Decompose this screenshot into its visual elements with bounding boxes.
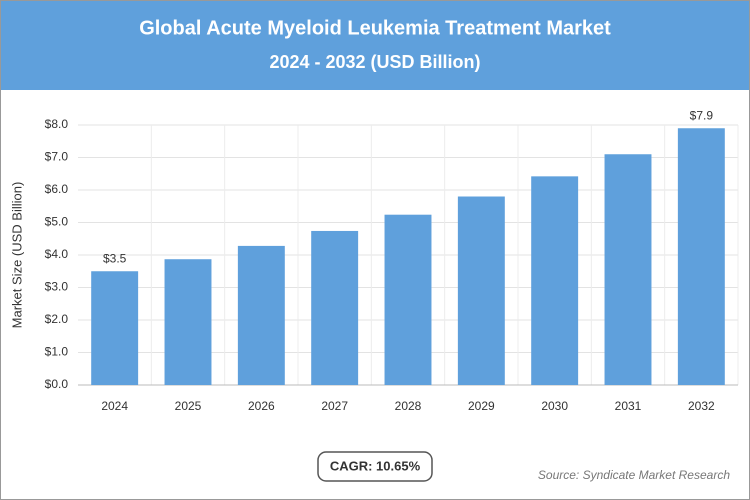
bar xyxy=(531,176,579,385)
cagr-label: CAGR: 10.65% xyxy=(330,458,421,473)
bar xyxy=(457,196,505,385)
y-tick-label: $7.0 xyxy=(45,150,69,164)
x-tick-label: 2026 xyxy=(248,399,275,413)
x-tick-label: 2032 xyxy=(688,399,715,413)
x-tick-label: 2025 xyxy=(175,399,202,413)
chart-subtitle: 2024 - 2032 (USD Billion) xyxy=(269,52,480,72)
bar xyxy=(604,154,652,385)
header xyxy=(1,1,749,90)
bar xyxy=(237,245,285,385)
bar xyxy=(311,230,359,385)
x-tick-label: 2024 xyxy=(101,399,128,413)
x-tick-label: 2029 xyxy=(468,399,495,413)
x-tick-label: 2031 xyxy=(615,399,642,413)
value-label: $7.9 xyxy=(690,108,714,122)
x-tick-label: 2028 xyxy=(395,399,422,413)
y-tick-label: $8.0 xyxy=(45,117,69,131)
bar xyxy=(164,259,212,385)
y-tick-label: $1.0 xyxy=(45,345,69,359)
x-tick-label: 2027 xyxy=(321,399,348,413)
chart-title: Global Acute Myeloid Leukemia Treatment … xyxy=(139,17,611,39)
value-label: $3.5 xyxy=(103,251,127,265)
y-tick-label: $0.0 xyxy=(45,377,69,391)
bar xyxy=(677,128,725,385)
x-tick-label: 2030 xyxy=(541,399,568,413)
y-tick-label: $6.0 xyxy=(45,182,69,196)
y-tick-label: $2.0 xyxy=(45,312,69,326)
bar xyxy=(91,271,139,385)
y-axis-label: Market Size (USD Billion) xyxy=(9,182,24,329)
cagr-box xyxy=(317,451,433,482)
y-tick-label: $4.0 xyxy=(45,247,69,261)
bar xyxy=(384,214,432,385)
y-tick-label: $5.0 xyxy=(45,215,69,229)
y-tick-label: $3.0 xyxy=(45,280,69,294)
source: Source: Syndicate Market Research xyxy=(538,468,730,482)
